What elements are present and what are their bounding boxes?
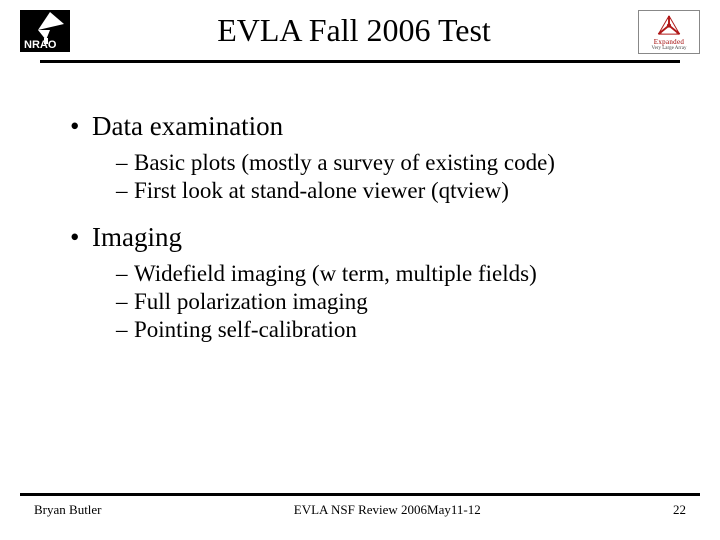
footer-row: Bryan Butler EVLA NSF Review 2006May11-1… bbox=[0, 502, 720, 518]
bullet-l1: Data examination bbox=[70, 111, 670, 142]
evla-logo-label2: Very Large Array bbox=[652, 46, 687, 51]
evla-logo-icon: Expanded Very Large Array bbox=[638, 10, 700, 54]
bullet-l2: Basic plots (mostly a survey of existing… bbox=[116, 150, 670, 176]
nrao-logo-text: NRAO bbox=[24, 39, 57, 51]
footer: Bryan Butler EVLA NSF Review 2006May11-1… bbox=[0, 493, 720, 518]
bullet-l2: Full polarization imaging bbox=[116, 289, 670, 315]
nrao-logo-icon: NRAO bbox=[20, 10, 70, 52]
bullet-text: Basic plots (mostly a survey of existing… bbox=[134, 150, 555, 175]
header-rule bbox=[40, 60, 680, 63]
footer-rule bbox=[20, 493, 700, 496]
footer-author: Bryan Butler bbox=[34, 502, 102, 518]
bullet-text: Imaging bbox=[92, 222, 182, 252]
bullet-l2: Widefield imaging (w term, multiple fiel… bbox=[116, 261, 670, 287]
bullet-l2: Pointing self-calibration bbox=[116, 317, 670, 343]
footer-event: EVLA NSF Review 2006May11-12 bbox=[102, 502, 673, 518]
bullet-l2: First look at stand-alone viewer (qtview… bbox=[116, 178, 670, 204]
slide-title: EVLA Fall 2006 Test bbox=[70, 10, 638, 49]
bullet-l1: Imaging bbox=[70, 222, 670, 253]
bullet-text: First look at stand-alone viewer (qtview… bbox=[134, 178, 509, 203]
header: NRAO EVLA Fall 2006 Test Expanded bbox=[0, 0, 720, 63]
bullet-text: Data examination bbox=[92, 111, 283, 141]
evla-logo-label1: Expanded bbox=[654, 39, 684, 46]
bullet-text: Widefield imaging (w term, multiple fiel… bbox=[134, 261, 537, 286]
bullet-text: Pointing self-calibration bbox=[134, 317, 357, 342]
header-row: NRAO EVLA Fall 2006 Test Expanded bbox=[20, 10, 700, 54]
slide: NRAO EVLA Fall 2006 Test Expanded bbox=[0, 0, 720, 540]
page-number: 22 bbox=[673, 502, 686, 518]
content-area: Data examination Basic plots (mostly a s… bbox=[0, 63, 720, 343]
bullet-text: Full polarization imaging bbox=[134, 289, 368, 314]
